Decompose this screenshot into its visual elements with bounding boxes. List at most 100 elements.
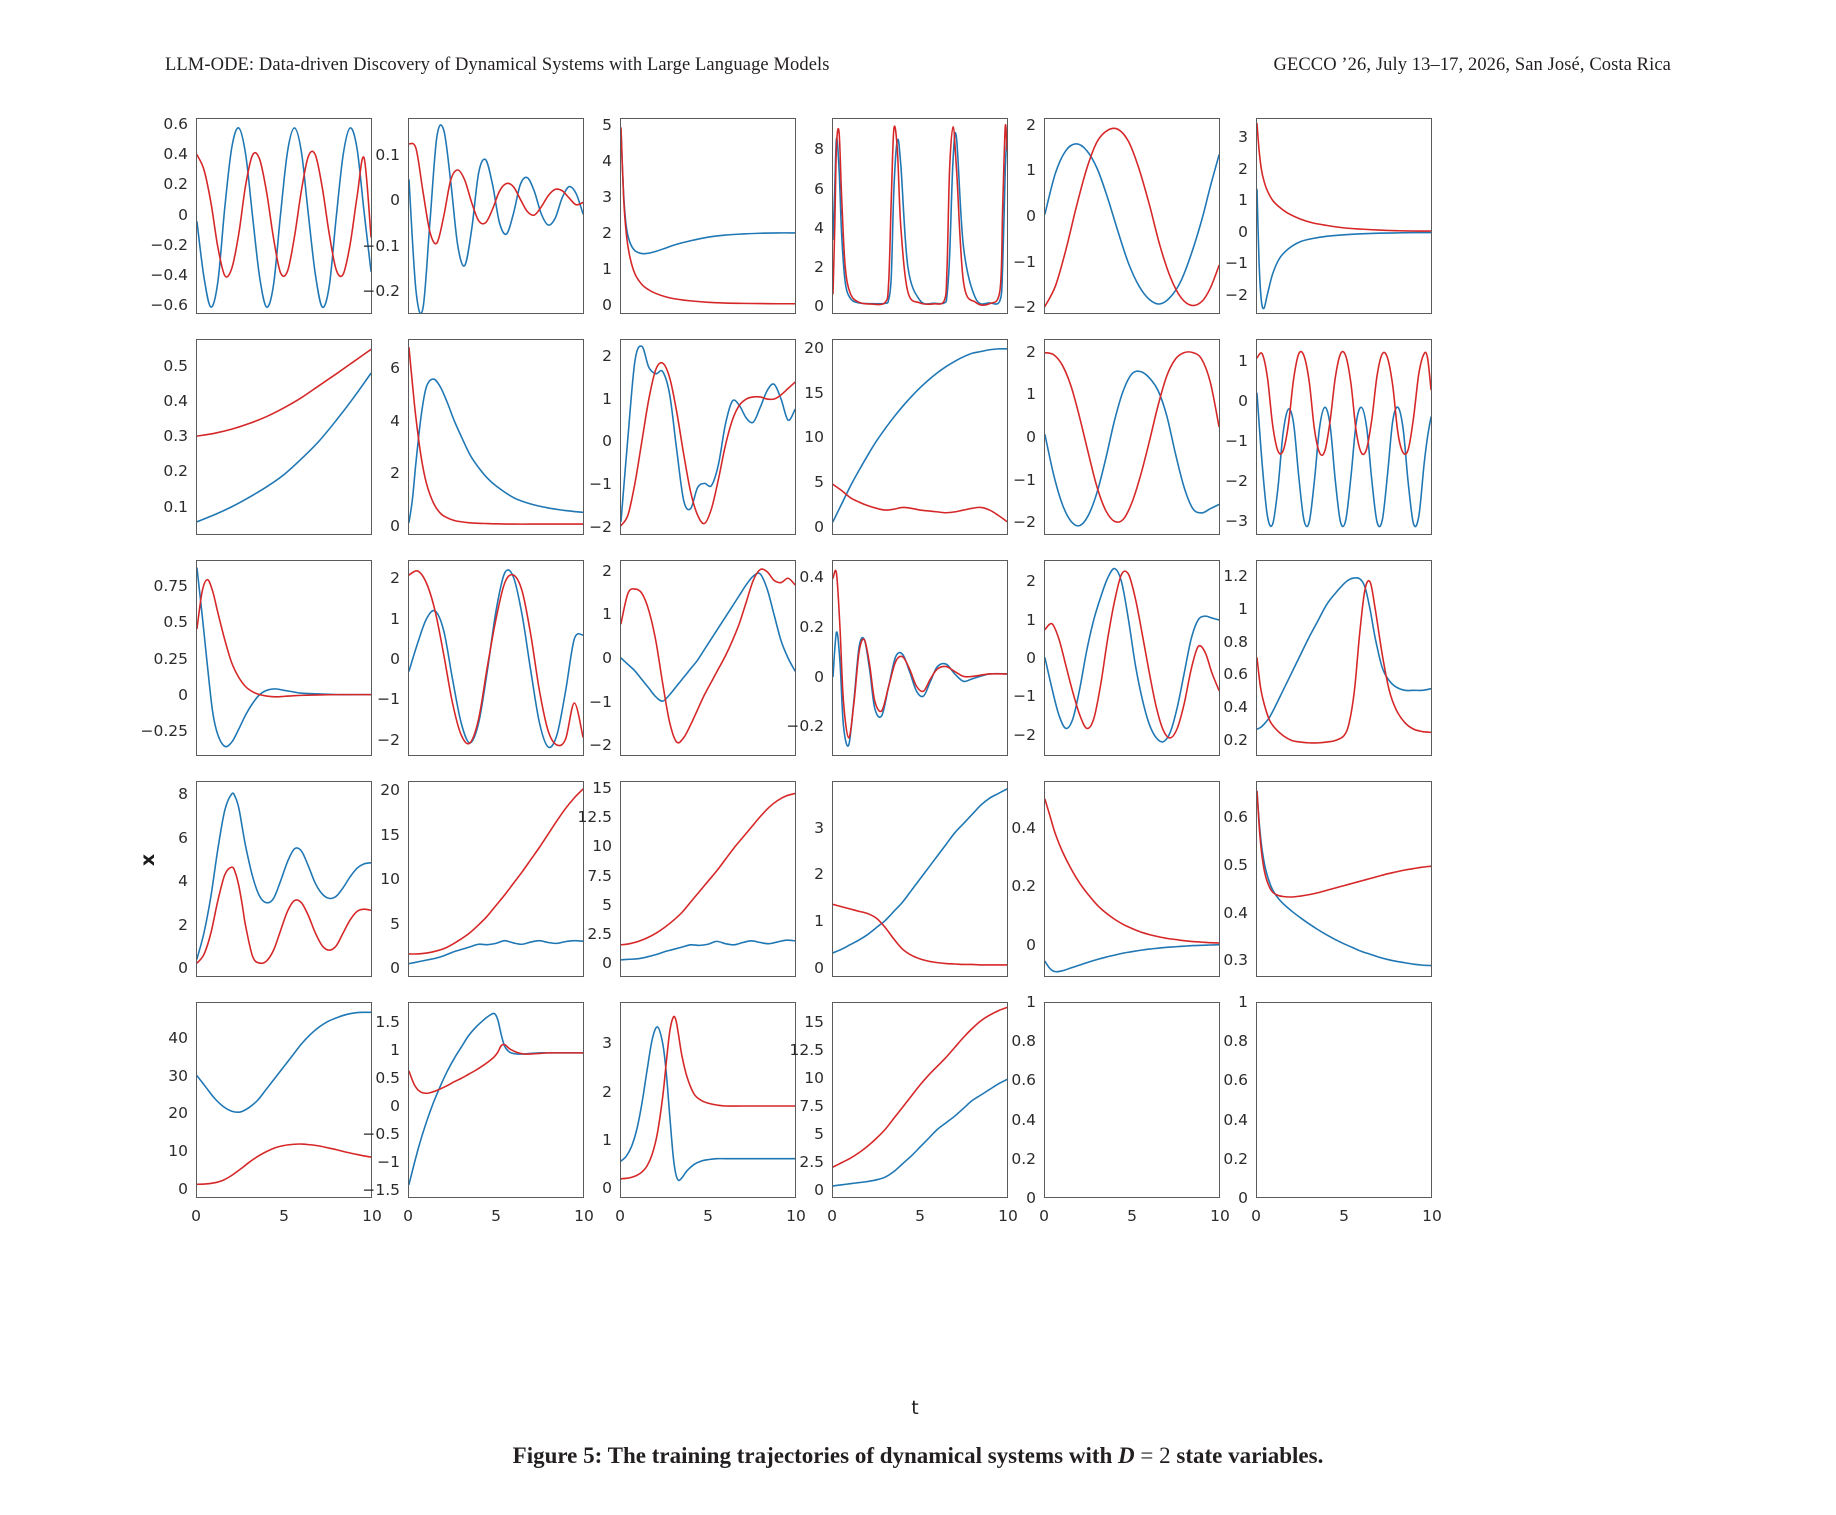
- x-tick-label: 10: [362, 1207, 382, 1225]
- subplot-cell: −2 −1 0 1 2: [377, 560, 584, 756]
- subplot-cell: 0 2.5 5 7.5 10 12.5 15 0 5 10: [789, 1002, 1018, 1225]
- y-tick-label: −0.4: [150, 265, 188, 284]
- subplot-axes: [196, 781, 372, 977]
- subplot-axes: [408, 560, 584, 756]
- subplot-plot-area: [621, 345, 795, 527]
- y-tick-label: −3: [1225, 512, 1248, 530]
- subplot-cell: 0 0.2 0.4: [1011, 781, 1220, 977]
- subplot-plot-area: [1045, 127, 1219, 308]
- trajectory-line: [621, 792, 795, 946]
- y-tick-label: 20: [804, 338, 824, 357]
- trajectory-line: [409, 569, 583, 749]
- y-tick-label: 2: [814, 258, 824, 276]
- y-tick-label: 7.5: [587, 866, 612, 885]
- y-tick-label: 20: [380, 780, 400, 799]
- y-tick-label: 4: [602, 152, 612, 171]
- subplot-axes: [1256, 118, 1432, 314]
- y-tick-label: 0: [178, 1179, 188, 1198]
- y-tick-label: 0: [1026, 428, 1036, 446]
- trajectory-line: [197, 372, 371, 523]
- subplot-axes: [1044, 339, 1220, 535]
- trajectory-line: [197, 1011, 371, 1114]
- y-tick-label: 8: [178, 785, 188, 804]
- figure-5: x t −0.6 −0.4 −0.2 0 0.2 0.4 0.6 −0.2 −0.1 0 0.1 0 1…: [0, 100, 1836, 1419]
- subplot-axes: [832, 118, 1008, 314]
- trajectory-line: [833, 1006, 1007, 1168]
- trajectory-line: [833, 903, 1007, 966]
- y-tick-label: 0: [602, 432, 612, 451]
- subplot-plot-area: [833, 788, 1007, 966]
- y-tick-label: 0.2: [1011, 1149, 1036, 1168]
- caption-equals: =: [1134, 1443, 1160, 1468]
- subplot-axes: [1044, 781, 1220, 977]
- y-tick-label: −1: [1013, 252, 1036, 271]
- y-tick-label: 15: [592, 779, 612, 797]
- subplot-cell: −2 −1 0 1 2 3: [1225, 118, 1432, 314]
- trajectory-line: [197, 866, 371, 965]
- y-tick-label: 3: [602, 188, 612, 207]
- trajectory-line: [409, 1012, 583, 1186]
- y-tick-label: 2.5: [587, 924, 612, 943]
- y-tick-label: 0: [1026, 935, 1036, 954]
- x-tick-label: 0: [403, 1207, 413, 1225]
- y-tick-label: 20: [168, 1104, 188, 1123]
- trajectory-line: [833, 569, 1007, 739]
- trajectory-line: [833, 348, 1007, 523]
- subplot-axes: [1256, 339, 1432, 535]
- y-tick-label: 0: [390, 1096, 400, 1115]
- subplot-axes: [408, 339, 584, 535]
- y-tick-label: 0.6: [1223, 807, 1248, 826]
- subplot-cell: −2 −1 0 1 2: [1013, 339, 1220, 535]
- trajectory-line: [1257, 579, 1431, 744]
- caption-suffix: state variables.: [1170, 1443, 1324, 1468]
- y-tick-label: 0.3: [163, 427, 188, 446]
- x-tick-label: 5: [703, 1207, 713, 1225]
- figure-caption: Figure 5: The training trajectories of d…: [0, 1443, 1836, 1469]
- y-tick-label: −2: [1225, 286, 1248, 304]
- y-tick-label: −1: [589, 474, 612, 493]
- trajectory-line: [197, 150, 371, 278]
- y-tick-label: 6: [390, 358, 400, 377]
- y-tick-label: 0.1: [163, 497, 188, 516]
- subplot-axes: [620, 118, 796, 314]
- y-tick-label: 0.4: [1011, 818, 1036, 837]
- trajectory-line: [1045, 798, 1219, 944]
- y-tick-label: −2: [1013, 513, 1036, 532]
- trajectory-line: [833, 132, 1007, 305]
- y-tick-label: −1: [1225, 432, 1248, 450]
- trajectory-line: [1045, 567, 1219, 743]
- y-tick-label: 1: [1026, 610, 1036, 629]
- y-tick-label: 0: [390, 959, 400, 978]
- x-tick-label: 5: [279, 1207, 289, 1225]
- y-tick-label: 10: [592, 837, 612, 856]
- y-tick-label: 0: [1238, 392, 1248, 410]
- x-tick-label: 0: [1039, 1207, 1049, 1225]
- subplot-cell: −0.2 0 0.2 0.4: [786, 560, 1008, 756]
- subplot-plot-area: [1257, 122, 1431, 310]
- y-tick-label: 0.4: [1011, 1110, 1036, 1129]
- y-tick-label: 0.4: [1223, 1110, 1248, 1129]
- subplot-plot-area: [1257, 350, 1431, 528]
- y-tick-label: 0.2: [1223, 730, 1248, 749]
- y-tick-label: 0.4: [163, 145, 188, 164]
- y-tick-label: 1: [1238, 352, 1248, 370]
- subplot-axes: [196, 118, 372, 314]
- subplot-cell: −3 −2 −1 0 1: [1225, 339, 1432, 535]
- y-tick-label: −2: [1013, 298, 1036, 317]
- y-tick-label: 15: [804, 1013, 824, 1032]
- y-tick-label: 0.25: [153, 649, 188, 668]
- subplot-plot-area: [409, 347, 583, 525]
- trajectory-line: [1045, 943, 1219, 973]
- subplot-axes: [1044, 118, 1220, 314]
- y-tick-label: 0: [1238, 1189, 1248, 1207]
- y-tick-label: 10: [380, 870, 400, 888]
- trajectory-line: [621, 939, 795, 961]
- y-tick-label: 0.3: [1223, 951, 1248, 970]
- y-tick-label: −0.1: [362, 236, 400, 255]
- caption-value: 2: [1159, 1443, 1171, 1468]
- subplot-plot-area: [621, 792, 795, 961]
- y-tick-label: 0.5: [163, 356, 188, 375]
- trajectory-line: [197, 792, 371, 960]
- trajectory-line: [197, 1143, 371, 1186]
- subplot-cell: 0 1 2 3 0 5 10: [602, 1002, 806, 1225]
